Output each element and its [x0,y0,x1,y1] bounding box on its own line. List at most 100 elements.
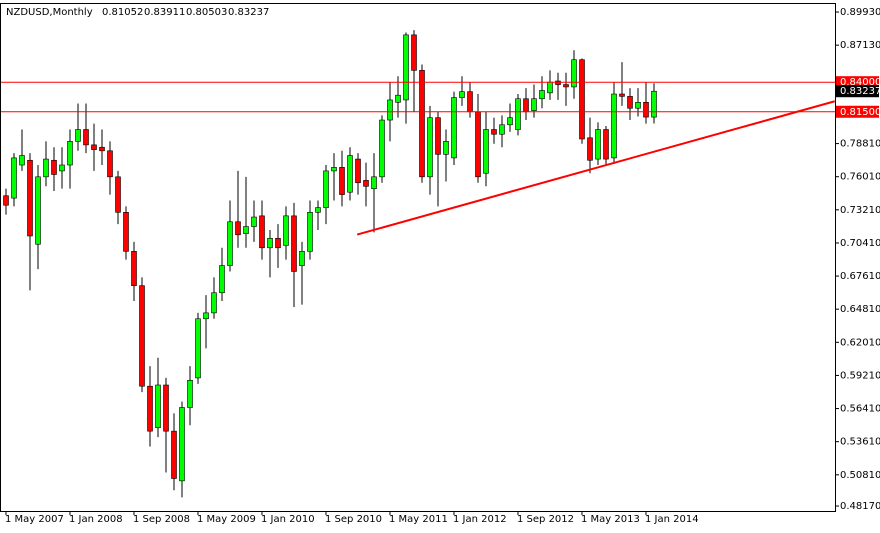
current-price-label: 0.83237 [840,86,880,97]
y-tick-label: 0.50810 [840,470,880,481]
candle-body [555,80,561,85]
candle-body [283,215,289,246]
candle-body [3,195,9,206]
y-tick-label: 0.48170 [840,501,880,512]
candle-body [499,124,505,135]
y-tick-label: 0.87130 [840,40,880,51]
candle-body [299,251,305,266]
candle-body [291,215,297,272]
candle-body [579,59,585,140]
candle-body [539,90,545,100]
y-tick-label: 0.78810 [840,139,880,150]
candle-body [427,117,433,178]
candle-body [259,215,265,249]
y-tick-label: 0.70410 [840,238,880,249]
price-label-box [836,76,879,89]
x-tick-label: 1 May 2007 [5,514,64,525]
candle-body [355,158,361,184]
candle-body [243,226,249,234]
candle-body [651,90,657,118]
x-tick-label: 1 Jan 2012 [453,514,507,525]
candle-body [59,164,65,172]
y-tick-label: 0.59210 [840,370,880,381]
candle-body [603,129,609,160]
candle-body [339,167,345,195]
candle-body [219,265,225,294]
candle-body [363,180,369,187]
candle-body [83,129,89,146]
candle-body [331,167,337,172]
x-tick-label: 1 Sep 2010 [325,514,382,525]
candle-body [451,97,457,159]
candle-body [11,157,17,199]
candle-body [203,312,209,320]
price-label: 0.81500 [840,107,880,118]
y-tick-label: 0.76010 [840,172,880,183]
candle-body [107,150,113,178]
y-tick-label: 0.67610 [840,271,880,282]
x-tick-label: 1 Sep 2012 [517,514,574,525]
price-label-box [836,105,879,118]
candle-body [115,176,121,213]
candle-body [627,96,633,109]
candle-body [19,155,25,166]
candle-body [163,384,169,432]
candle-body [179,407,185,482]
candle-body [595,129,601,160]
candle-body [619,93,625,97]
x-tick-label: 1 Jan 2014 [645,514,699,525]
candle-body [227,221,233,266]
candle-body [395,94,401,103]
candle-body [51,159,57,175]
header-close: 0.83237 [228,7,269,18]
candle-body [43,158,49,178]
candle-body [371,176,377,189]
candle-body [187,379,193,408]
price-label: 0.84000 [840,77,880,88]
candle-body [251,216,257,227]
y-tick-label: 0.89930 [840,7,880,18]
x-tick-label: 1 May 2013 [581,514,640,525]
current-price-box [836,85,879,98]
y-tick-label: 0.53610 [840,437,880,448]
candle-body [467,91,473,113]
chart-title: NZDUSD,Monthly [6,7,93,18]
candle-body [347,155,353,193]
candle-body [315,207,321,213]
candle-body [523,98,529,113]
candle-body [515,98,521,130]
candle-body [563,84,569,88]
candle-body [27,159,33,237]
candle-body [195,318,201,379]
header-open: 0.81052 [102,7,143,18]
candle-body [475,111,481,178]
candle-body [611,93,617,159]
candle-body [171,430,177,479]
candle-body [443,141,449,155]
candle-body [387,99,393,121]
candle-body [587,137,593,161]
x-tick-label: 1 Jan 2008 [69,514,123,525]
trendline [356,100,836,236]
candle-body [267,238,273,249]
candle-body [211,292,217,314]
y-tick-label: 0.64810 [840,304,880,315]
plot-frame [0,3,836,512]
candle-body [411,34,417,71]
header-low: 0.80503 [186,7,227,18]
candle-body [307,212,313,252]
candle-body [147,385,153,432]
candle-body [35,176,41,245]
candle-body [403,34,409,101]
x-tick-label: 1 Sep 2008 [133,514,190,525]
candle-body [75,129,81,142]
candle-body [571,59,577,88]
candle-body [507,117,513,126]
candle-body [139,285,145,387]
candle-body [435,117,441,155]
header: NZDUSD,Monthly 0.81052 0.83911 0.80503 0… [6,7,269,18]
header-high: 0.83911 [144,7,185,18]
y-tick-label: 0.62010 [840,337,880,348]
candle-body [67,141,73,166]
